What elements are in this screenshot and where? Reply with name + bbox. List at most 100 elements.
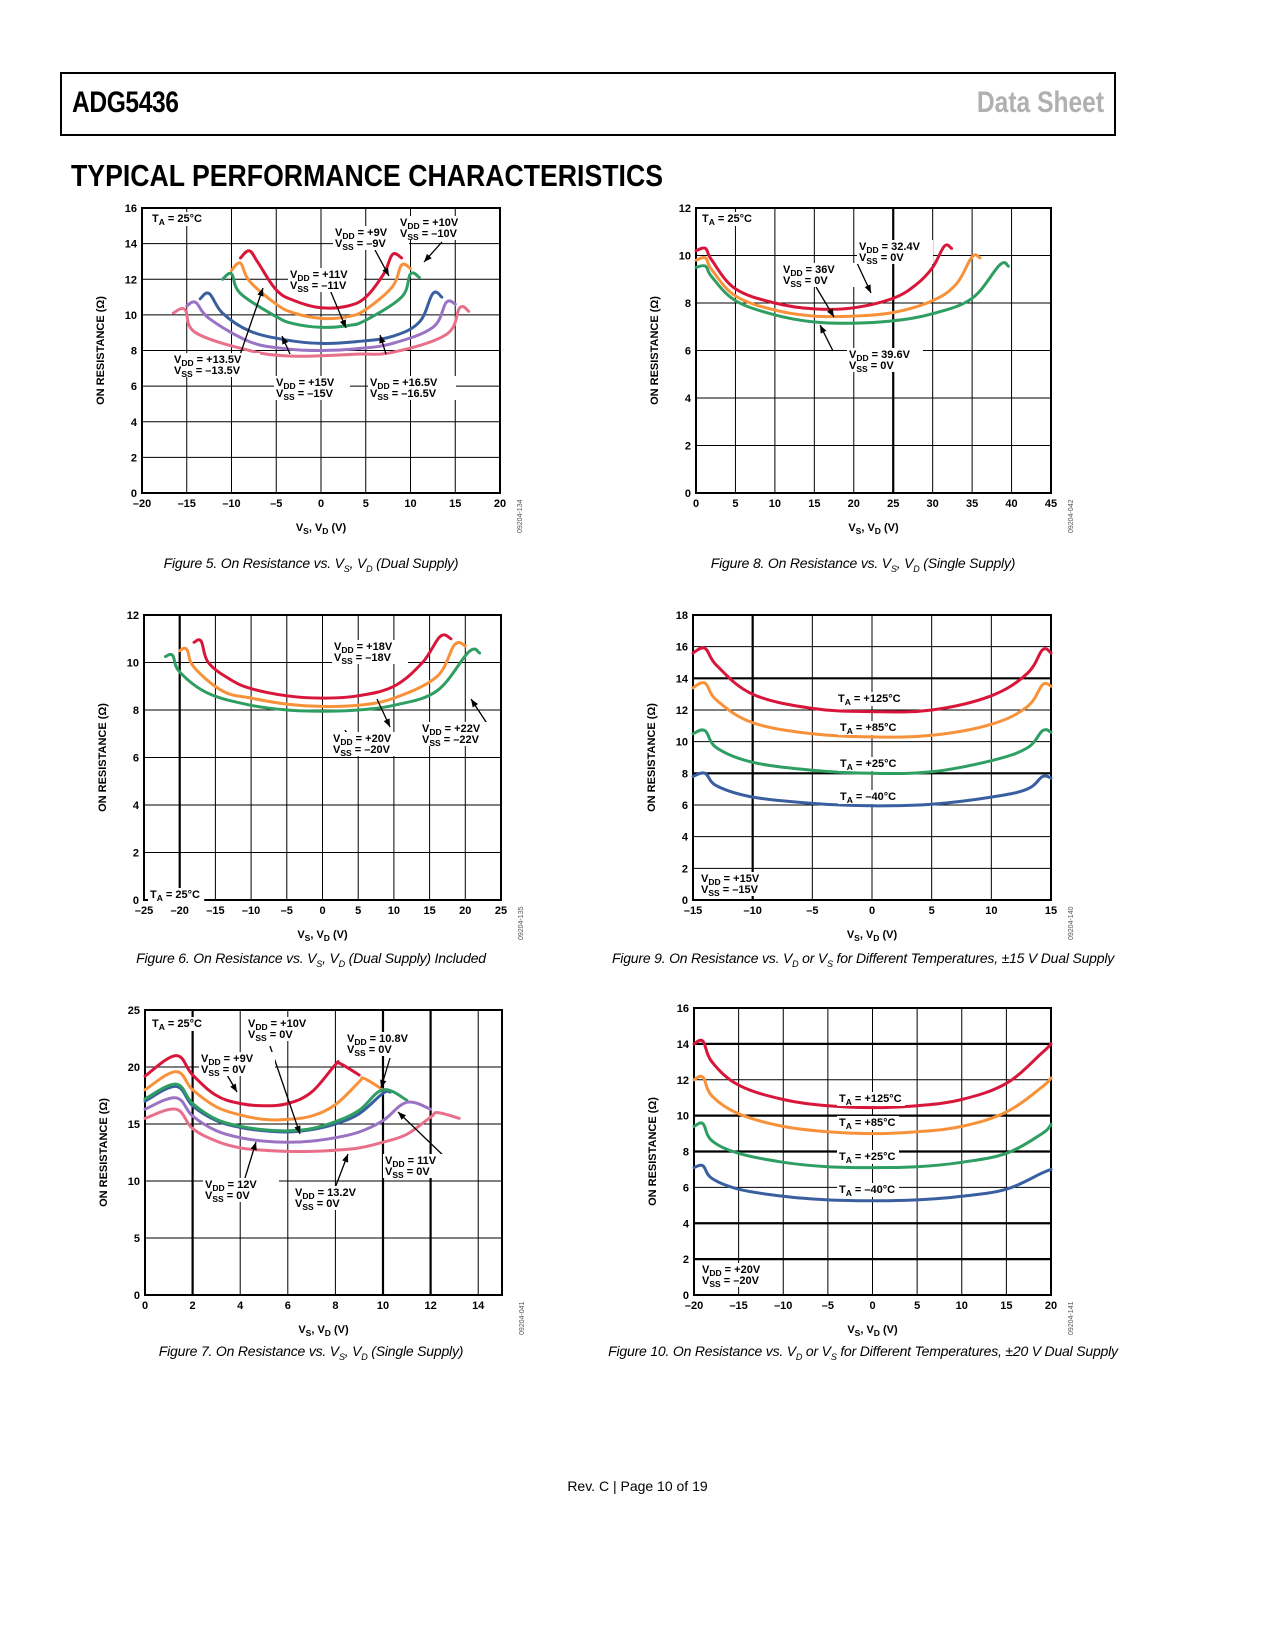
- annotation-text: VDD = 13.2V: [295, 1187, 357, 1201]
- figure-code: 09204-141: [1068, 1301, 1075, 1335]
- x-tick-label: 0: [869, 905, 875, 917]
- x-tick-label: 5: [914, 1300, 920, 1312]
- x-tick-label: –20: [133, 498, 151, 510]
- y-tick-label: 6: [682, 800, 688, 812]
- figure-code: 09204-135: [518, 906, 525, 940]
- figure-6: –25 –20 –15 –10 –5 0 5 10 15 20 25 0 2 4 6 8 10 12 VS, VD …: [90, 607, 540, 947]
- leader-line: [397, 1111, 449, 1161]
- x-tick-label: 15: [1000, 1300, 1012, 1312]
- x-tick-label: 20: [494, 498, 506, 510]
- arrowhead-icon: [339, 319, 346, 328]
- arrowhead-icon: [230, 1083, 237, 1092]
- y-tick-label: 4: [131, 417, 138, 429]
- annotation: TA = +85°C: [838, 721, 900, 736]
- y-tick-label: 14: [677, 1039, 690, 1051]
- x-tick-label: –10: [242, 905, 260, 917]
- annotation-text: VSS = –22V: [422, 734, 480, 748]
- annotation-bg: [857, 240, 933, 264]
- arrowhead-icon: [383, 718, 390, 727]
- annotation: TA = +25°C: [837, 1150, 899, 1165]
- annotation-text: TA = 25°C: [150, 889, 200, 903]
- arrowhead-icon: [282, 336, 289, 345]
- figure-code: 09204-041: [519, 1301, 526, 1335]
- y-tick-label: 25: [128, 1005, 140, 1017]
- x-axis-title: VS, VD (V): [847, 929, 898, 943]
- series-line: [691, 646, 1053, 714]
- annotation-bg: [420, 722, 496, 746]
- annotation-text: VDD = +15V: [701, 873, 760, 887]
- annotation-text: VDD = +10V: [248, 1018, 307, 1032]
- x-tick-label: 0: [318, 498, 324, 510]
- annotation-bg: [383, 1154, 459, 1178]
- x-tick-label: 5: [929, 905, 935, 917]
- y-tick-label: 12: [676, 705, 688, 717]
- annotation-bg: [148, 888, 205, 902]
- plot-area: 0 2 4 6 8 10 12 14 0 5 10 15 20 25 VS, VD (V) ON RESIST…: [98, 1005, 526, 1338]
- x-tick-label: –5: [806, 905, 818, 917]
- figure-7: 0 2 4 6 8 10 12 14 0 5 10 15 20 25 VS, VD (V) ON RESIST…: [90, 1002, 540, 1342]
- x-tick-label: 2: [190, 1300, 196, 1312]
- y-axis-title: ON RESISTANCE (Ω): [98, 1098, 110, 1207]
- annotation-text: TA = +25°C: [840, 758, 896, 772]
- annotation-text: VDD = +10V: [400, 217, 459, 231]
- x-tick-label: 4: [237, 1300, 244, 1312]
- x-tick-label: –5: [281, 905, 293, 917]
- x-axis-title: VS, VD (V): [297, 929, 348, 943]
- y-tick-label: 2: [682, 863, 688, 875]
- series-line: [239, 249, 404, 310]
- series-line: [692, 1074, 1053, 1136]
- series-line: [171, 305, 471, 358]
- plot-area: –15 –10 –5 0 5 10 15 0 2 4 6 8 10 12 14 16 18 VS, VD (V) O…: [646, 610, 1075, 943]
- series-line: [163, 647, 482, 713]
- annotation-text: VSS = –9V: [335, 238, 386, 252]
- x-tick-label: 6: [285, 1300, 291, 1312]
- x-tick-label: 20: [1045, 1300, 1057, 1312]
- part-number: ADG5436: [72, 86, 179, 119]
- x-tick-label: 12: [424, 1300, 436, 1312]
- x-tick-label: –25: [135, 905, 153, 917]
- y-tick-label: 10: [677, 1111, 689, 1123]
- series-line: [143, 1084, 392, 1134]
- x-tick-label: –15: [178, 498, 196, 510]
- chart-svg: –25 –20 –15 –10 –5 0 5 10 15 20 25 0 2 4 6 8 10 12 VS, VD …: [97, 610, 525, 943]
- y-axis-title: ON RESISTANCE (Ω): [646, 703, 658, 812]
- y-tick-label: 4: [683, 1218, 690, 1230]
- annotation-bg: [203, 1178, 279, 1202]
- series-line: [143, 1070, 385, 1122]
- annotation: TA = +85°C: [837, 1116, 899, 1131]
- caption-figure-6: Figure 6. On Resistance vs. VS, VD (Dual…: [136, 950, 486, 969]
- arrowhead-icon: [379, 335, 386, 344]
- y-tick-label: 14: [125, 239, 138, 251]
- annotation: TA = 25°C: [700, 212, 757, 227]
- y-tick-label: 0: [133, 895, 139, 907]
- annotation: TA = 25°C: [148, 888, 205, 903]
- series-line: [221, 271, 421, 329]
- annotation-text: VSS = –10V: [400, 228, 458, 242]
- x-tick-label: 10: [404, 498, 416, 510]
- x-tick-label: 15: [808, 498, 820, 510]
- annotation-text: VDD = +22V: [422, 723, 481, 737]
- y-axis-title: ON RESISTANCE (Ω): [95, 296, 107, 405]
- plot-area: 0 5 10 15 20 25 30 35 40 45 0 2 4 6 8 10 12 VS, VD (V) ON …: [649, 203, 1075, 536]
- series-line: [143, 1082, 409, 1133]
- arrowhead-icon: [424, 253, 432, 262]
- annotation: TA = 25°C: [150, 1017, 207, 1032]
- y-tick-label: 0: [682, 895, 688, 907]
- annotation-bg: [274, 376, 350, 400]
- y-tick-label: 8: [685, 298, 691, 310]
- annotation-text: VDD = +9V: [335, 227, 388, 241]
- y-tick-label: 4: [682, 832, 689, 844]
- series-line: [198, 290, 444, 345]
- x-tick-label: 20: [459, 905, 471, 917]
- y-tick-label: 10: [128, 1176, 140, 1188]
- annotation-bg: [699, 872, 775, 896]
- annotation-bg: [293, 1186, 369, 1210]
- annotation-text: VSS = –18V: [334, 652, 392, 666]
- annotation-text: VDD = +20V: [702, 1264, 761, 1278]
- annotation-bg: [172, 353, 260, 377]
- annotation-bg: [288, 268, 364, 292]
- annotation-text: TA = +125°C: [838, 693, 901, 707]
- annotation-bg: [700, 212, 757, 226]
